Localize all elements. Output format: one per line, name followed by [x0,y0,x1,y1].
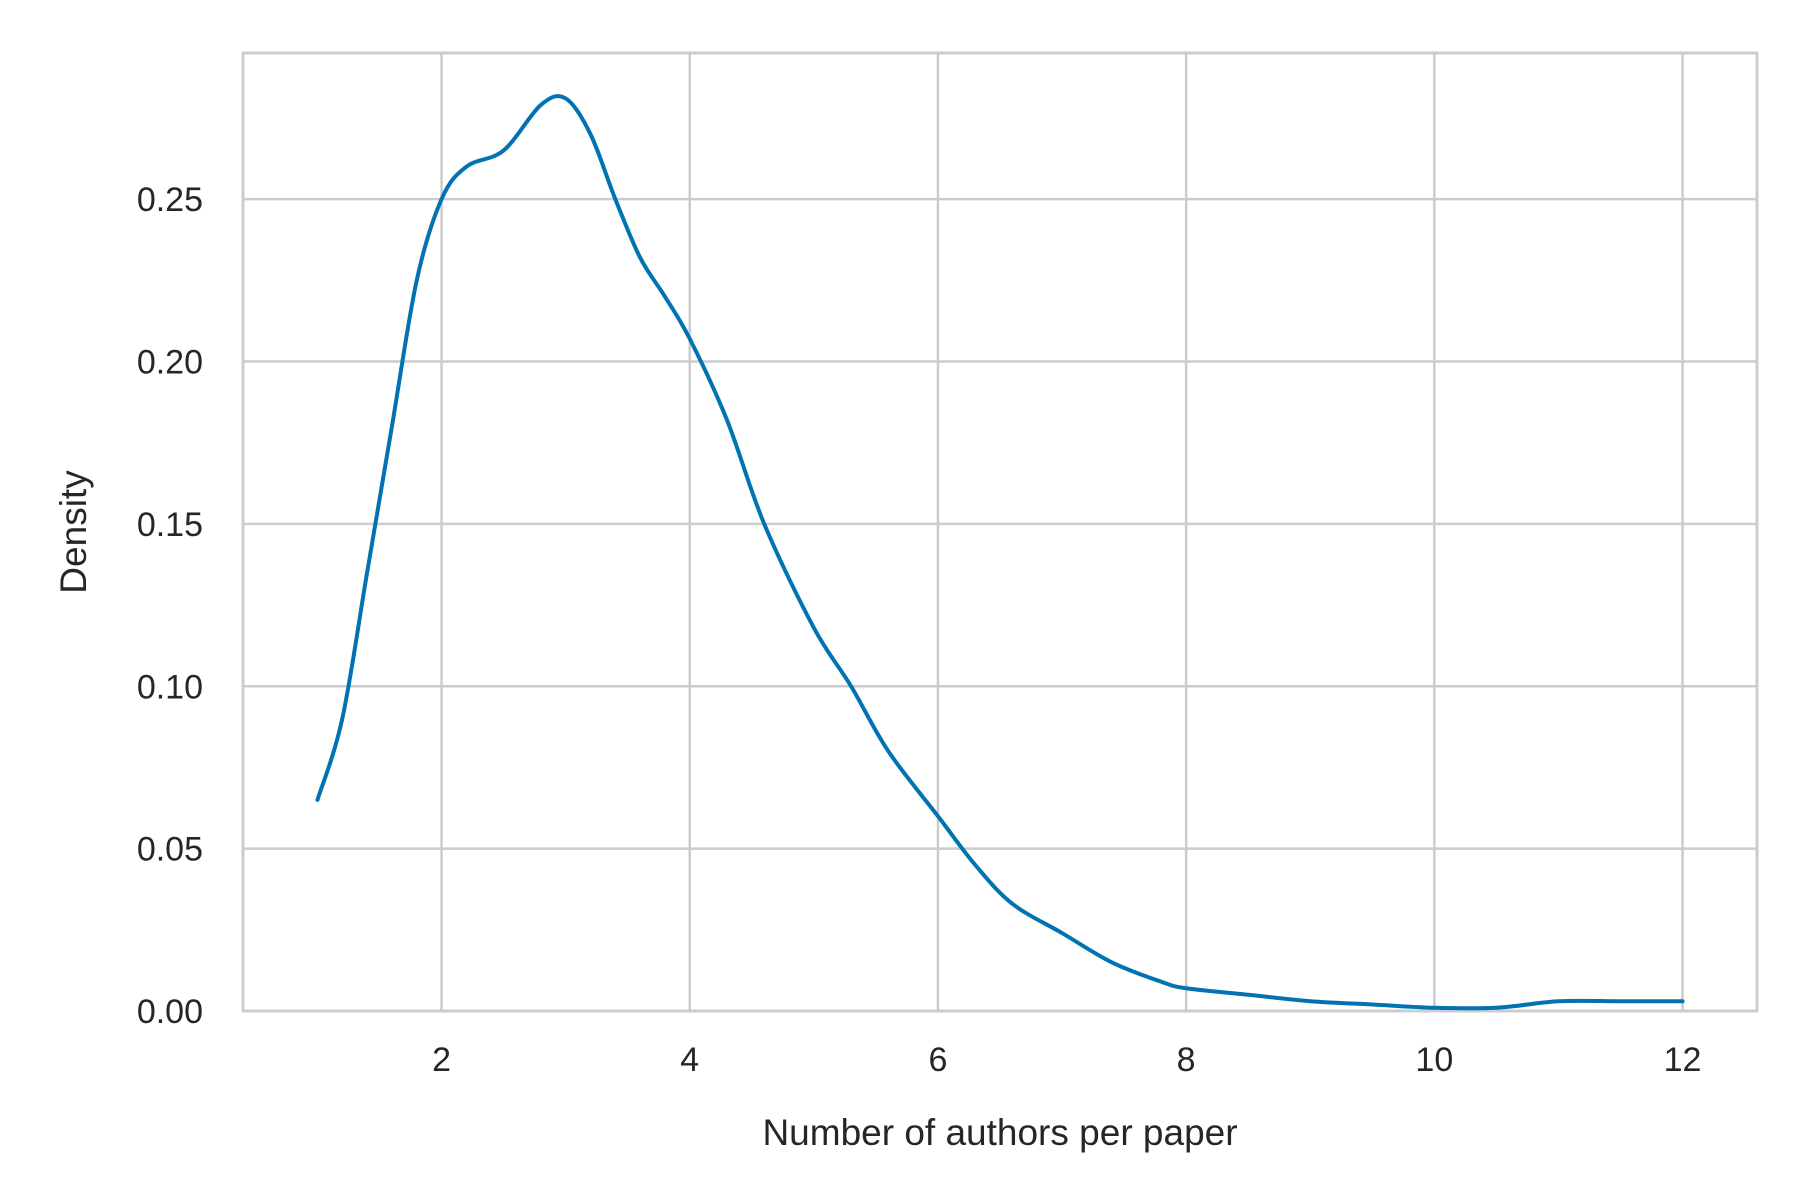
y-tick-label: 0.10 [137,668,203,706]
y-tick-label: 0.15 [137,506,203,544]
x-tick-label: 6 [928,1041,947,1079]
y-tick-labels: 0.00 0.05 0.10 0.15 0.20 0.25 [137,181,203,1031]
grid [243,53,1757,1013]
line-layer [315,94,1685,1011]
x-axis-title: Number of authors per paper [762,1112,1237,1153]
x-tick-label: 12 [1664,1041,1702,1079]
y-tick-label: 0.20 [137,344,203,382]
x-tick-label: 4 [680,1041,699,1079]
x-tick-label: 2 [432,1041,451,1079]
x-tick-label: 10 [1415,1041,1453,1079]
y-axis-title: Density [53,470,94,594]
x-tick-label: 8 [1177,1041,1196,1079]
y-tick-label: 0.25 [137,181,203,219]
y-tick-label: 0.05 [137,831,203,869]
y-tick-label: 0.00 [137,993,203,1031]
plot-frame [241,51,1759,1013]
x-tick-labels: 2 4 6 8 10 12 [432,1041,1701,1079]
density-line [315,94,1685,1011]
